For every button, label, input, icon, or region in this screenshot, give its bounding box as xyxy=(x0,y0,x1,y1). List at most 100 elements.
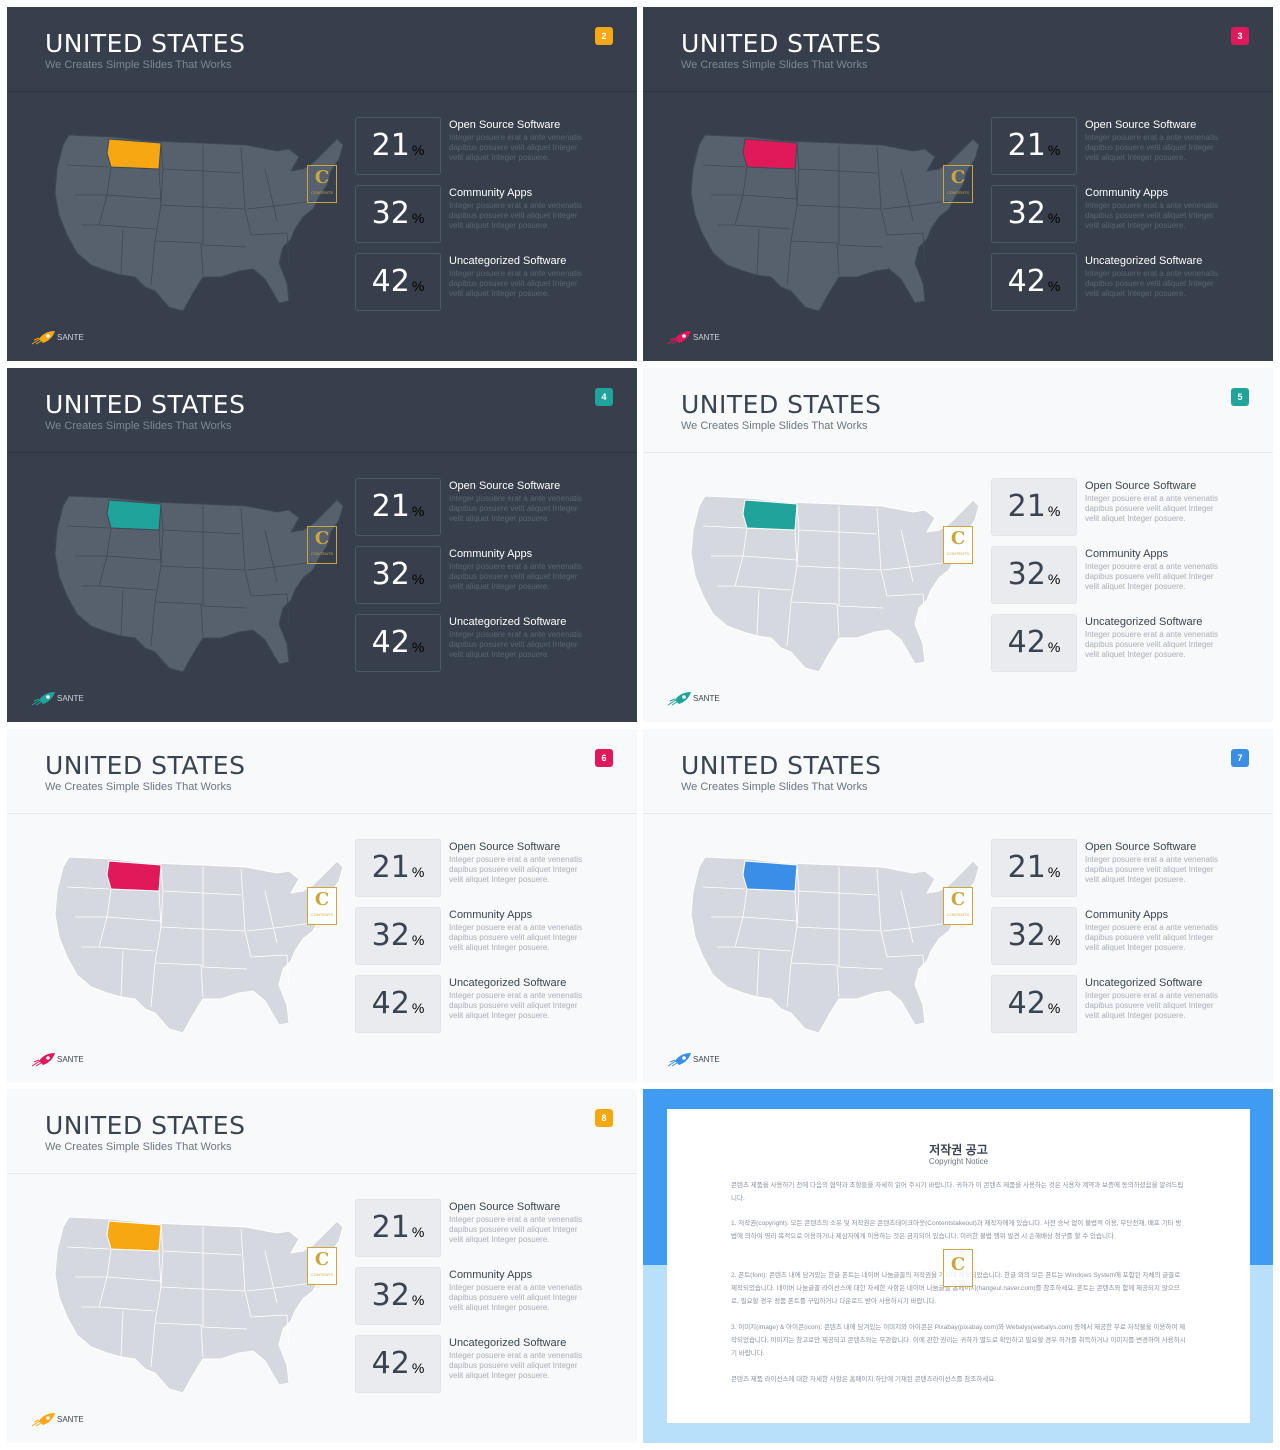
slide-number-badge: 7 xyxy=(1231,749,1249,767)
stat-box: 42% xyxy=(355,1335,441,1393)
stat-description: Integer posuere erat a ante venenatis da… xyxy=(449,1215,582,1244)
state-border xyxy=(200,242,204,276)
stat-text: Community Apps Integer posuere erat a ant… xyxy=(449,1268,589,1313)
stat-box: 32% xyxy=(991,546,1077,604)
slide: UNITED STATES We Creates Simple Slides Th… xyxy=(643,368,1273,722)
slide-number-badge: 3 xyxy=(1231,27,1249,45)
stat-unit: % xyxy=(411,639,425,655)
seal-text: CONTENTS xyxy=(947,912,969,917)
brand-name: SANTE xyxy=(693,1055,720,1064)
brand-name: SANTE xyxy=(693,694,720,703)
state-border xyxy=(838,206,882,210)
contents-seal-logo: C CONTENTS xyxy=(943,526,973,564)
slide-subtitle: We Creates Simple Slides That Works xyxy=(45,59,232,71)
stat-description: Integer posuere erat a ante venenatis da… xyxy=(1085,201,1218,230)
stat-value: 21 xyxy=(371,850,410,885)
stat-description: Integer posuere erat a ante venenatis da… xyxy=(1085,494,1218,523)
stat-box: 42% xyxy=(991,614,1077,672)
stat-description: Integer posuere erat a ante venenatis da… xyxy=(449,991,582,1020)
stat-unit: % xyxy=(1047,639,1061,655)
state-border xyxy=(886,954,924,958)
stat-text: Uncategorized Software Integer posuere er… xyxy=(449,254,589,299)
us-map xyxy=(54,856,344,1034)
slide-subtitle: We Creates Simple Slides That Works xyxy=(45,1141,232,1153)
stat-box: 42% xyxy=(991,253,1077,311)
state-border xyxy=(796,529,840,569)
stat-label: Uncategorized Software xyxy=(1085,977,1203,989)
stat-description: Integer posuere erat a ante venenatis da… xyxy=(1085,991,1218,1020)
stat-label: Open Source Software xyxy=(449,480,561,492)
stat-box: 42% xyxy=(991,975,1077,1033)
brand-name: SANTE xyxy=(57,1055,84,1064)
stat-value: 32 xyxy=(1007,196,1046,231)
stat-text: Uncategorized Software Integer posuere er… xyxy=(449,1336,589,1381)
state-border xyxy=(796,168,840,208)
stat-label: Community Apps xyxy=(449,187,533,199)
stat-text: Uncategorized Software Integer posuere er… xyxy=(1085,254,1225,299)
state-border xyxy=(838,244,884,248)
us-map xyxy=(690,495,980,673)
state-border xyxy=(120,589,124,637)
seal-letter: C xyxy=(314,1249,330,1270)
stat-text: Open Source Software Integer posuere erat… xyxy=(449,479,589,524)
stat-value: 32 xyxy=(371,918,410,953)
state-border xyxy=(250,954,288,958)
state-border xyxy=(836,242,840,276)
stat-box: 32% xyxy=(355,1267,441,1325)
state-border xyxy=(838,567,882,571)
state-border xyxy=(240,868,252,958)
rocket-icon xyxy=(667,331,691,345)
stat-value: 42 xyxy=(1007,264,1046,299)
stat-box: 32% xyxy=(355,546,441,604)
slide-title: UNITED STATES xyxy=(45,751,246,780)
state-border xyxy=(160,1250,204,1290)
stat-label: Community Apps xyxy=(1085,909,1169,921)
state-border xyxy=(264,529,278,583)
stat-box: 21% xyxy=(355,839,441,897)
stat-description: Integer posuere erat a ante venenatis da… xyxy=(1085,855,1218,884)
brand-name: SANTE xyxy=(57,694,84,703)
state-border xyxy=(200,1324,204,1358)
stat-text: Community Apps Integer posuere erat a ant… xyxy=(449,908,589,953)
state-border xyxy=(922,954,926,988)
stat-value: 21 xyxy=(371,128,410,163)
state-border xyxy=(202,1326,248,1330)
state-border xyxy=(106,194,162,200)
rocket-icon xyxy=(667,692,691,706)
stat-text: Community Apps Integer posuere erat a ant… xyxy=(1085,908,1225,953)
stat-text: Open Source Software Integer posuere erat… xyxy=(1085,479,1225,524)
header-divider xyxy=(643,452,1273,453)
state-border xyxy=(202,531,242,535)
stat-value: 42 xyxy=(1007,986,1046,1021)
stat-unit: % xyxy=(1047,932,1061,948)
state-border xyxy=(202,928,246,932)
stat-box: 32% xyxy=(355,907,441,965)
slide-number-badge: 4 xyxy=(595,388,613,406)
stat-box: 42% xyxy=(355,975,441,1033)
highlighted-state-montana xyxy=(742,499,798,531)
slide-subtitle: We Creates Simple Slides That Works xyxy=(681,781,868,793)
slide-subtitle: We Creates Simple Slides That Works xyxy=(681,59,868,71)
highlighted-state-montana xyxy=(742,138,798,170)
slide-number-badge: 8 xyxy=(595,1109,613,1127)
stat-description: Integer posuere erat a ante venenatis da… xyxy=(449,1351,582,1380)
state-border xyxy=(250,1314,288,1318)
stat-unit: % xyxy=(1047,571,1061,587)
brand-name: SANTE xyxy=(693,333,720,342)
state-border xyxy=(734,585,792,591)
slide-title: UNITED STATES xyxy=(681,751,882,780)
state-border xyxy=(882,926,920,932)
stat-unit: % xyxy=(411,503,425,519)
stat-text: Open Source Software Integer posuere erat… xyxy=(449,118,589,163)
header-divider xyxy=(7,813,637,814)
stat-value: 32 xyxy=(371,196,410,231)
brand-name: SANTE xyxy=(57,333,84,342)
stat-box: 32% xyxy=(991,185,1077,243)
stat-unit: % xyxy=(1047,142,1061,158)
state-border xyxy=(922,232,926,266)
us-map xyxy=(690,134,980,312)
seal-letter: C xyxy=(314,889,330,910)
seal-text: CONTENTS xyxy=(311,912,333,917)
stat-value: 21 xyxy=(1007,489,1046,524)
state-border xyxy=(200,603,204,637)
